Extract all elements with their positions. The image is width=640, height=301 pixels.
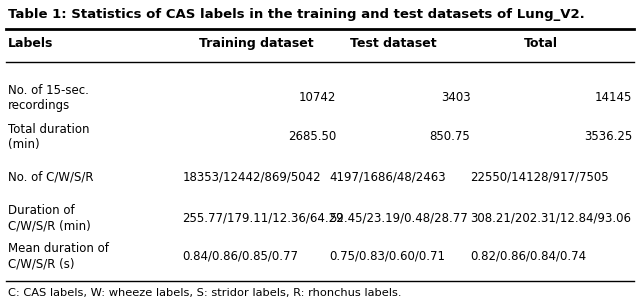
Text: No. of C/W/S/R: No. of C/W/S/R [8, 170, 93, 183]
Text: 14145: 14145 [595, 91, 632, 104]
Text: 22550/14128/917/7505: 22550/14128/917/7505 [470, 170, 609, 183]
Text: 18353/12442/869/5042: 18353/12442/869/5042 [182, 170, 321, 183]
Text: Table 1: Statistics of CAS labels in the training and test datasets of Lung_V2.: Table 1: Statistics of CAS labels in the… [8, 8, 584, 21]
Text: Total duration
(min): Total duration (min) [8, 123, 89, 151]
Text: 4197/1686/48/2463: 4197/1686/48/2463 [330, 170, 446, 183]
Text: 52.45/23.19/0.48/28.77: 52.45/23.19/0.48/28.77 [330, 212, 468, 225]
Text: 2685.50: 2685.50 [288, 130, 336, 144]
Text: Mean duration of
C/W/S/R (s): Mean duration of C/W/S/R (s) [8, 242, 109, 271]
Text: 0.75/0.83/0.60/0.71: 0.75/0.83/0.60/0.71 [330, 250, 445, 263]
Text: C: CAS labels, W: wheeze labels, S: stridor labels, R: rhonchus labels.: C: CAS labels, W: wheeze labels, S: stri… [8, 288, 401, 298]
Text: Total: Total [524, 37, 558, 50]
Text: 850.75: 850.75 [429, 130, 470, 144]
Text: Test dataset: Test dataset [350, 37, 437, 50]
Text: Labels: Labels [8, 37, 53, 50]
Text: Training dataset: Training dataset [198, 37, 314, 50]
Text: 3403: 3403 [441, 91, 470, 104]
Text: 255.77/179.11/12.36/64.29: 255.77/179.11/12.36/64.29 [182, 212, 344, 225]
Text: 0.82/0.86/0.84/0.74: 0.82/0.86/0.84/0.74 [470, 250, 586, 263]
Text: 3536.25: 3536.25 [584, 130, 632, 144]
Text: Duration of
C/W/S/R (min): Duration of C/W/S/R (min) [8, 204, 90, 232]
Text: No. of 15-sec.
recordings: No. of 15-sec. recordings [8, 84, 88, 112]
Text: 0.84/0.86/0.85/0.77: 0.84/0.86/0.85/0.77 [182, 250, 298, 263]
Text: 10742: 10742 [299, 91, 336, 104]
Text: 308.21/202.31/12.84/93.06: 308.21/202.31/12.84/93.06 [470, 212, 632, 225]
